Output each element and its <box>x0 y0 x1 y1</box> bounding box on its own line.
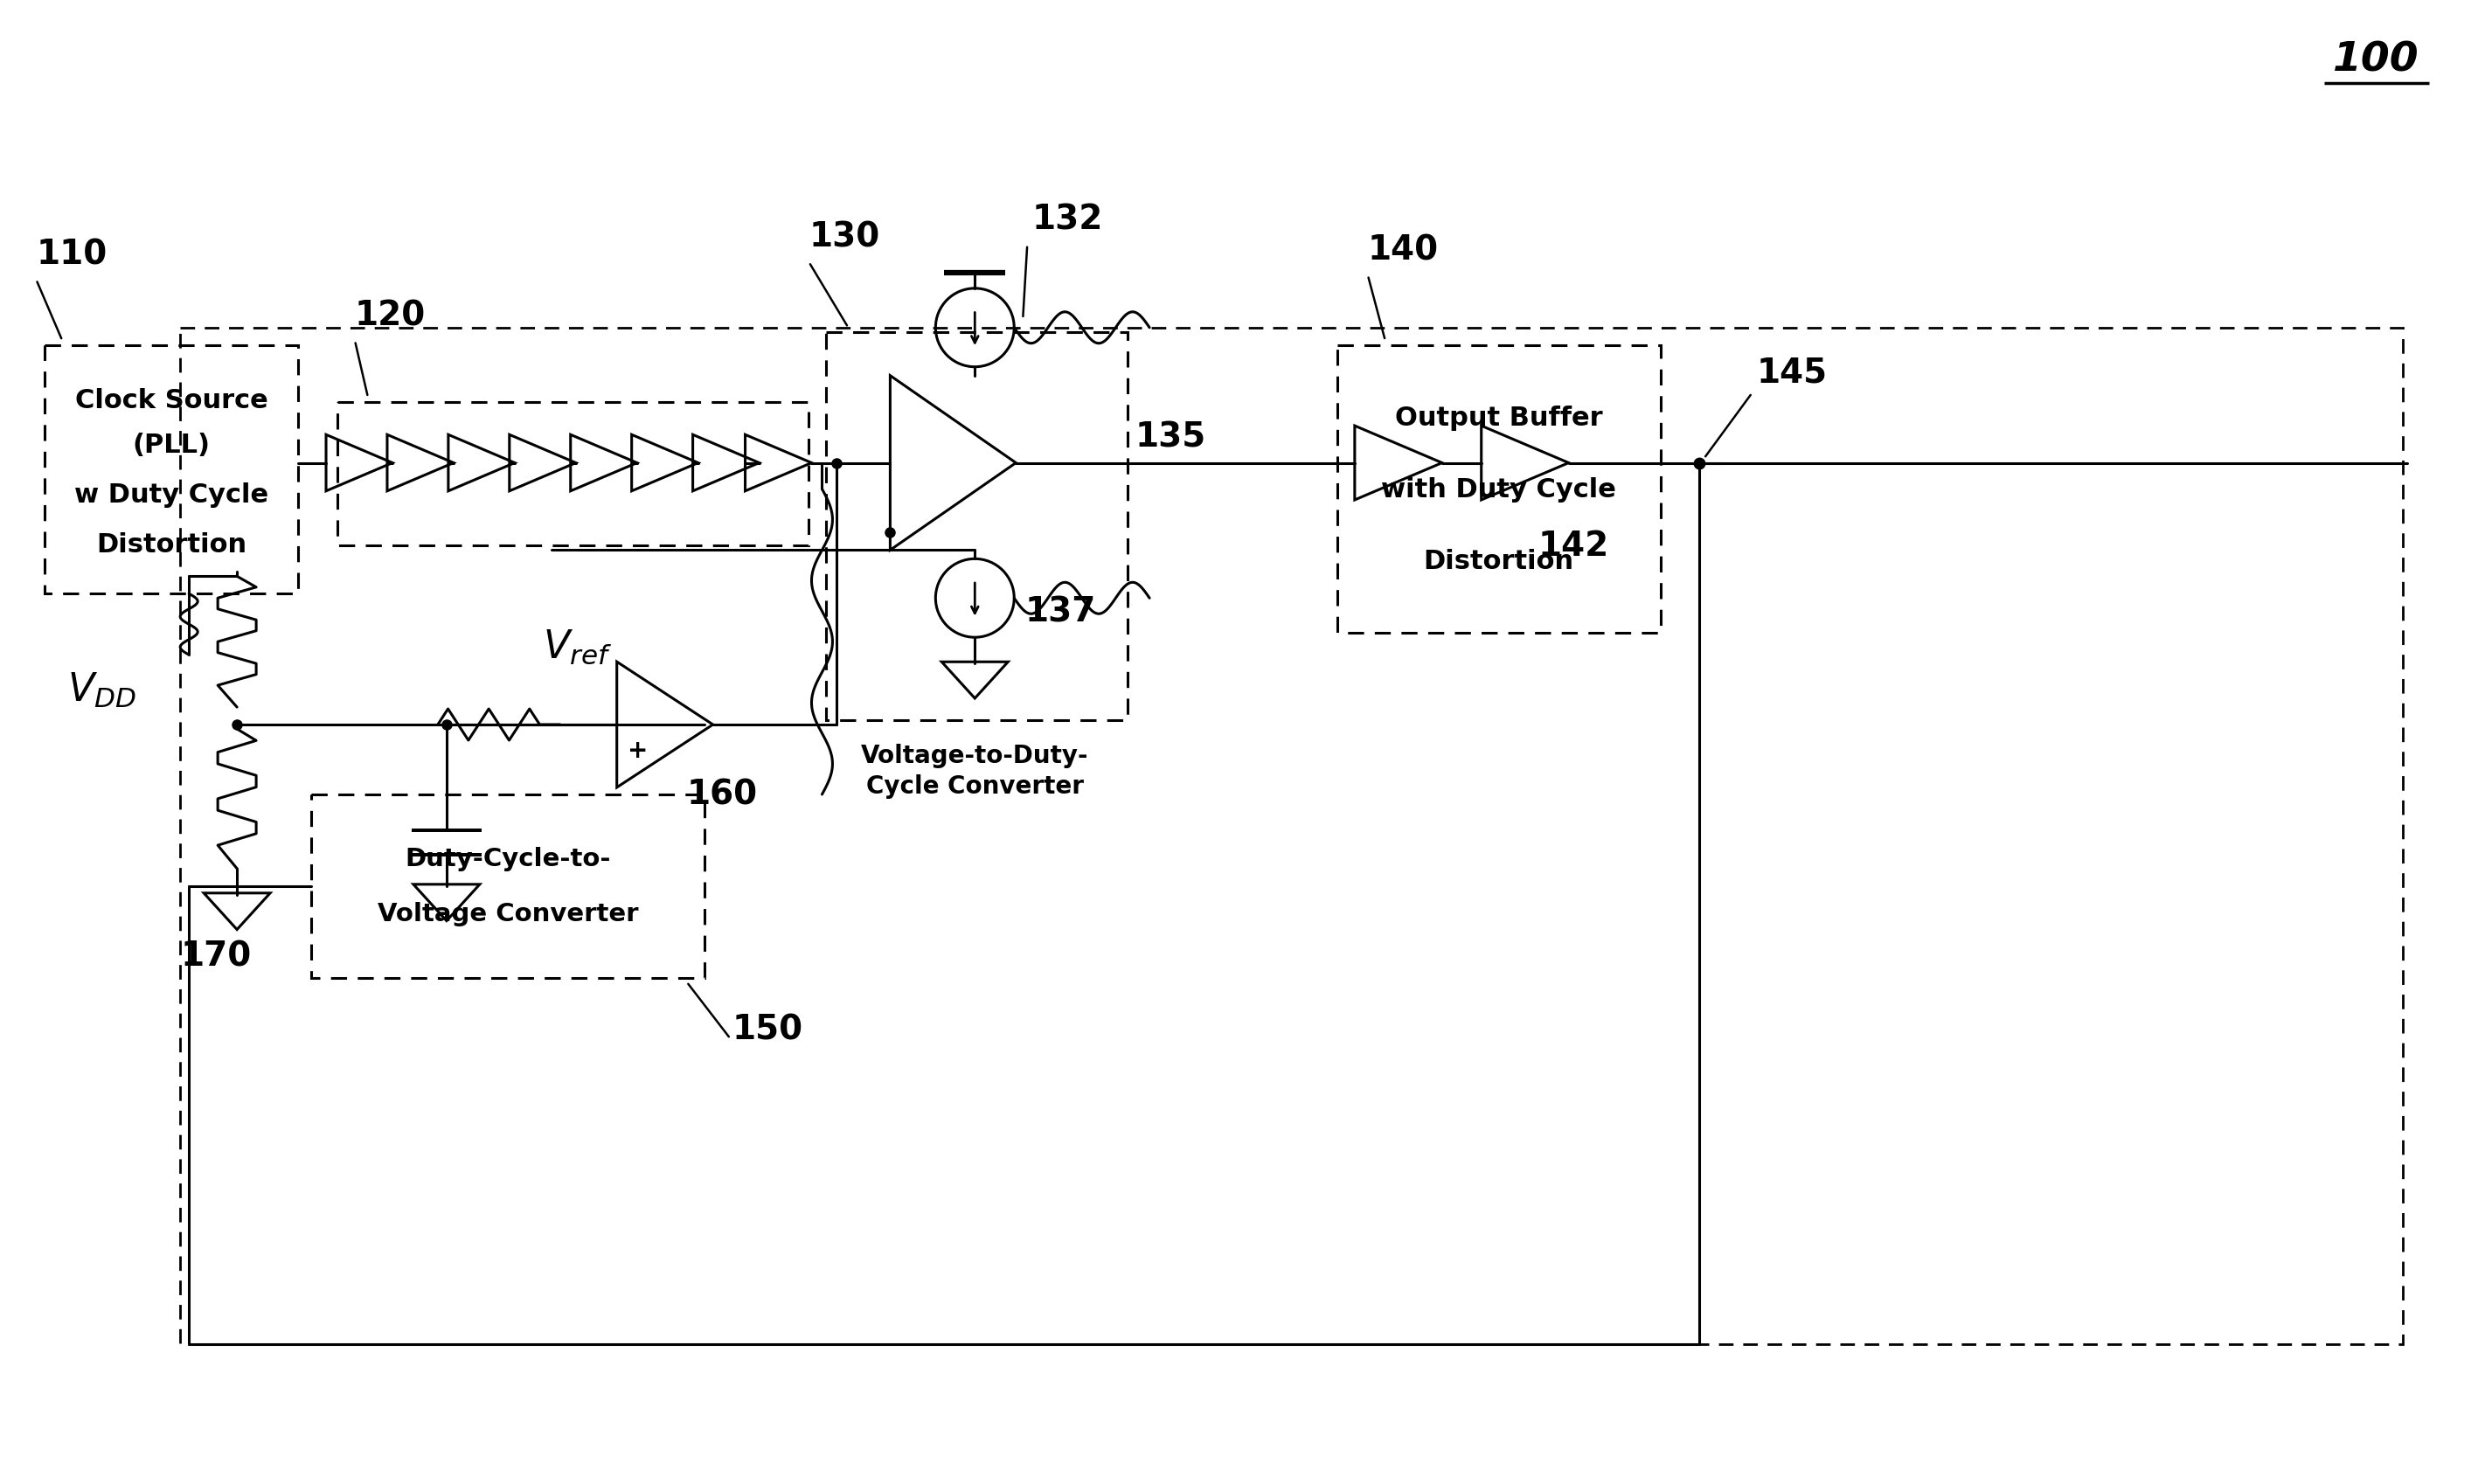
Text: 142: 142 <box>1539 530 1608 562</box>
Text: 120: 120 <box>354 300 426 332</box>
Bar <box>312 795 704 978</box>
Text: 100: 100 <box>2334 42 2419 80</box>
Text: 160: 160 <box>686 778 758 812</box>
Text: +: + <box>627 738 649 763</box>
Text: Clock Source: Clock Source <box>74 387 268 413</box>
Text: Output Buffer: Output Buffer <box>1395 405 1603 430</box>
Text: 135: 135 <box>1135 420 1207 454</box>
Text: w Duty Cycle: w Duty Cycle <box>74 482 268 508</box>
Text: 170: 170 <box>181 939 250 972</box>
Bar <box>337 402 808 546</box>
Text: 132: 132 <box>1031 203 1103 236</box>
Text: Distortion: Distortion <box>97 531 248 556</box>
Bar <box>45 346 297 594</box>
Text: 150: 150 <box>731 1012 803 1046</box>
Text: Voltage-to-Duty-: Voltage-to-Duty- <box>860 743 1088 767</box>
Text: Distortion: Distortion <box>1422 549 1574 574</box>
Text: Cycle Converter: Cycle Converter <box>865 773 1083 798</box>
Text: with Duty Cycle: with Duty Cycle <box>1380 476 1616 502</box>
Text: 137: 137 <box>1023 595 1095 628</box>
Text: $V_{ref}$: $V_{ref}$ <box>543 628 612 665</box>
Text: 110: 110 <box>37 239 107 272</box>
Text: Duty-Cycle-to-: Duty-Cycle-to- <box>404 847 610 871</box>
Text: 130: 130 <box>808 221 880 254</box>
Text: 140: 140 <box>1368 234 1440 267</box>
Bar <box>181 328 2404 1345</box>
Bar <box>1338 346 1660 634</box>
Text: Voltage Converter: Voltage Converter <box>377 902 639 926</box>
Text: (PLL): (PLL) <box>134 432 211 457</box>
Text: 145: 145 <box>1757 356 1826 389</box>
Bar <box>825 332 1127 721</box>
Text: $V_{DD}$: $V_{DD}$ <box>67 671 136 709</box>
